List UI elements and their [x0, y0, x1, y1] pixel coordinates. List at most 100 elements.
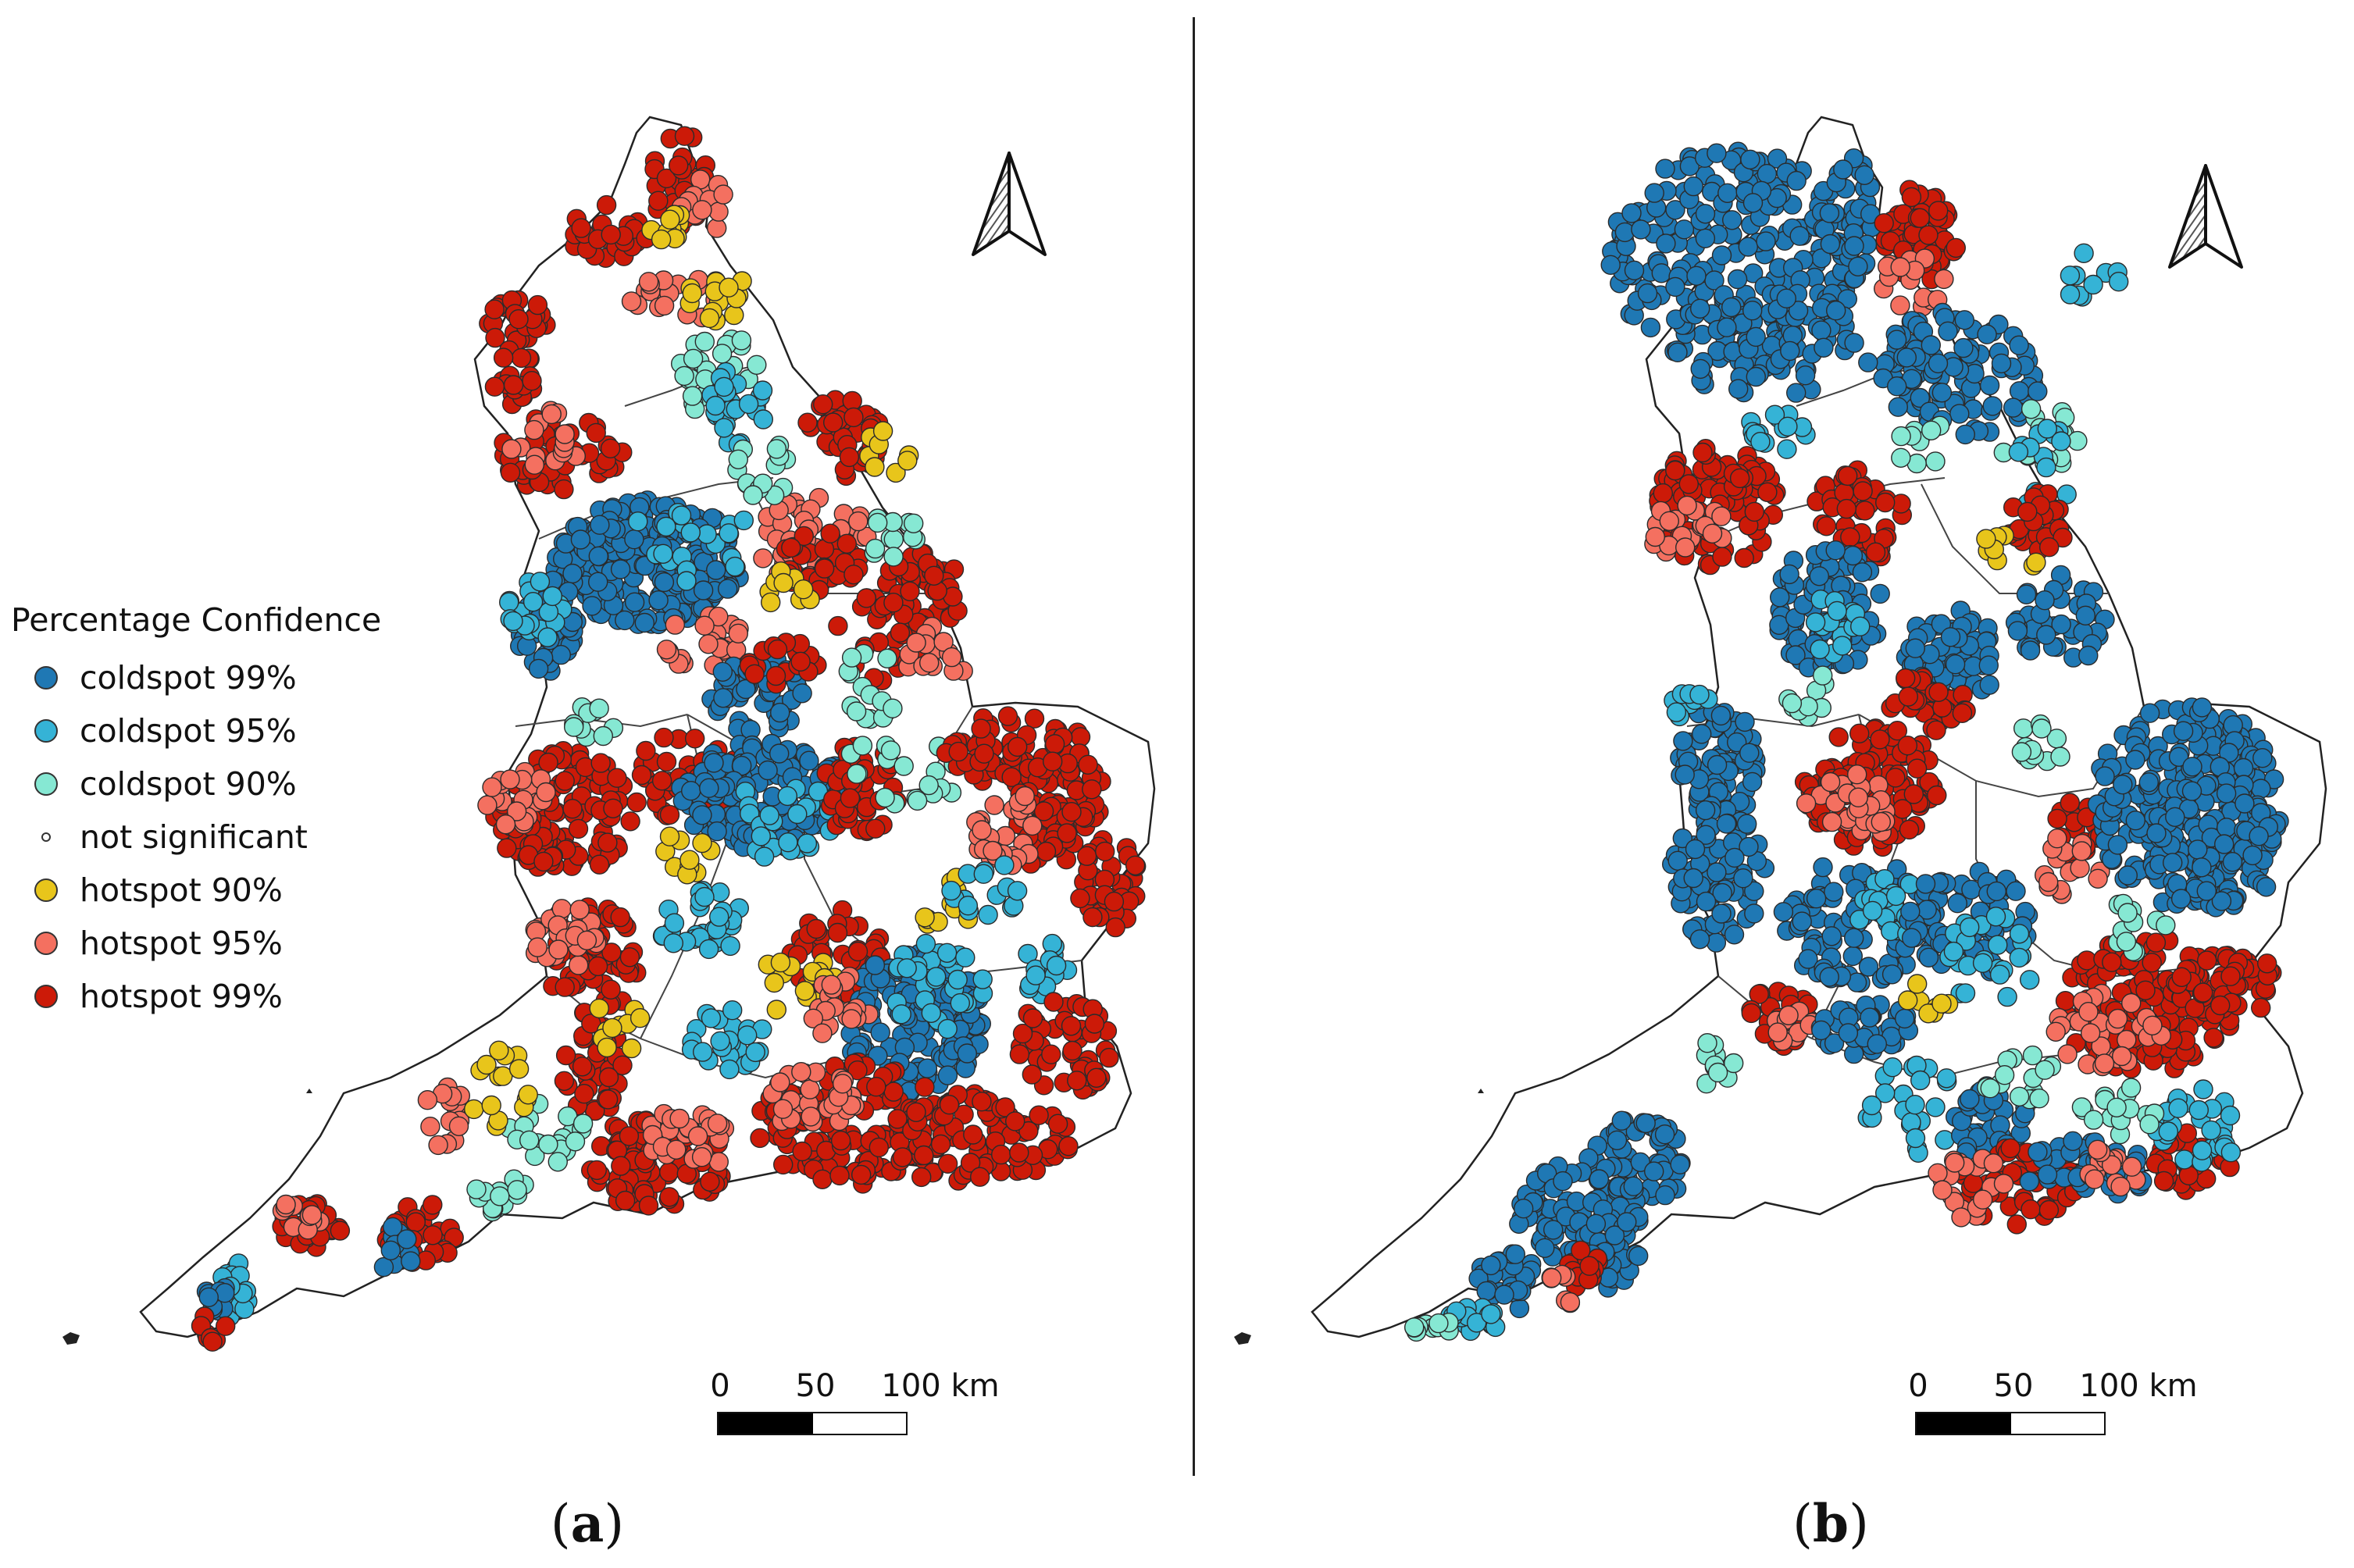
site-point	[1716, 814, 1737, 834]
site-point	[2038, 1199, 2060, 1221]
site-point	[1855, 501, 1875, 521]
site-point	[1960, 1089, 1980, 1110]
site-point	[758, 760, 778, 781]
site-point	[2038, 537, 2060, 558]
site-point	[477, 795, 498, 815]
site-point	[1029, 1105, 1049, 1125]
site-point	[765, 665, 786, 686]
site-point	[1659, 511, 1679, 531]
site-point	[877, 648, 897, 668]
site-point	[880, 740, 901, 761]
site-point	[2095, 766, 2115, 786]
site-point	[524, 454, 544, 475]
site-point	[972, 969, 993, 989]
site-point	[972, 1091, 992, 1112]
site-point	[1901, 187, 1922, 208]
site-point	[1928, 1163, 1948, 1184]
site-point	[2213, 834, 2235, 854]
site-point	[1882, 1057, 1903, 1078]
site-point	[1695, 228, 1716, 248]
site-point	[1685, 839, 1706, 860]
site-point	[1978, 655, 1999, 675]
site-point	[2036, 625, 2056, 645]
site-point	[994, 855, 1015, 875]
site-point	[747, 355, 767, 375]
site-point	[957, 1043, 978, 1064]
site-point	[1786, 383, 1807, 403]
site-point	[1832, 636, 1853, 656]
site-point	[1885, 886, 1906, 907]
site-point	[2196, 881, 2217, 901]
site-point	[1692, 724, 1712, 744]
site-point	[903, 513, 924, 533]
site-point	[1805, 612, 1826, 633]
site-point	[527, 937, 547, 957]
site-point	[2021, 1199, 2041, 1220]
site-point	[719, 277, 739, 298]
site-point	[737, 1025, 758, 1046]
site-point	[1738, 237, 1758, 257]
site-point	[674, 365, 694, 387]
site-point	[1105, 917, 1125, 938]
scale-bar-segments	[717, 1412, 908, 1435]
site-point	[681, 781, 701, 801]
site-point	[2080, 1023, 2101, 1043]
site-point	[1945, 654, 1966, 675]
site-point	[2111, 1046, 2132, 1067]
site-point	[1033, 801, 1054, 821]
site-point	[610, 907, 630, 928]
site-point	[844, 407, 864, 428]
site-point	[706, 560, 726, 580]
site-point	[829, 1165, 850, 1186]
site-point	[708, 606, 729, 627]
legend-label: coldspot 99%	[80, 659, 297, 697]
site-point	[1695, 800, 1716, 821]
site-point	[685, 729, 705, 749]
site-point	[1086, 1067, 1107, 1089]
site-point	[330, 1221, 351, 1241]
site-point	[587, 1160, 607, 1181]
site-point	[1842, 946, 1863, 967]
site-point	[2051, 614, 2071, 635]
site-point	[1985, 907, 2006, 927]
site-point	[1820, 233, 1841, 255]
site-point	[839, 447, 860, 468]
site-point	[692, 805, 712, 825]
site-point	[1690, 298, 1710, 319]
site-point	[1870, 583, 1890, 604]
site-point	[907, 790, 928, 811]
site-point	[1862, 900, 1883, 921]
site-point	[1960, 917, 1980, 938]
site-point	[656, 640, 677, 660]
site-point	[597, 1037, 617, 1058]
site-point	[1897, 736, 1918, 756]
site-point	[497, 838, 517, 858]
site-point	[847, 764, 867, 784]
site-point	[1928, 353, 1949, 374]
site-point	[2009, 947, 2030, 968]
site-point	[1721, 297, 1742, 318]
site-point	[2235, 793, 2255, 814]
site-point	[865, 955, 886, 975]
site-point	[722, 1000, 743, 1021]
site-point	[867, 512, 888, 533]
site-point	[1679, 156, 1700, 176]
site-point	[1125, 855, 1146, 876]
site-point	[1070, 727, 1091, 747]
site-point	[1844, 236, 1864, 256]
scale-label-100: 100 km	[881, 1368, 1000, 1404]
site-point	[2028, 1142, 2048, 1162]
site-point	[852, 736, 873, 756]
site-point	[1756, 231, 1776, 251]
site-point	[883, 698, 903, 718]
site-point	[586, 422, 606, 444]
site-point	[1848, 787, 1868, 807]
site-point	[565, 1131, 586, 1152]
site-point	[593, 725, 613, 747]
site-point	[753, 409, 773, 429]
site-point	[542, 586, 562, 607]
site-point	[847, 1060, 868, 1081]
site-point	[794, 526, 815, 547]
site-point	[1936, 1068, 1956, 1089]
site-point	[1928, 201, 1949, 221]
